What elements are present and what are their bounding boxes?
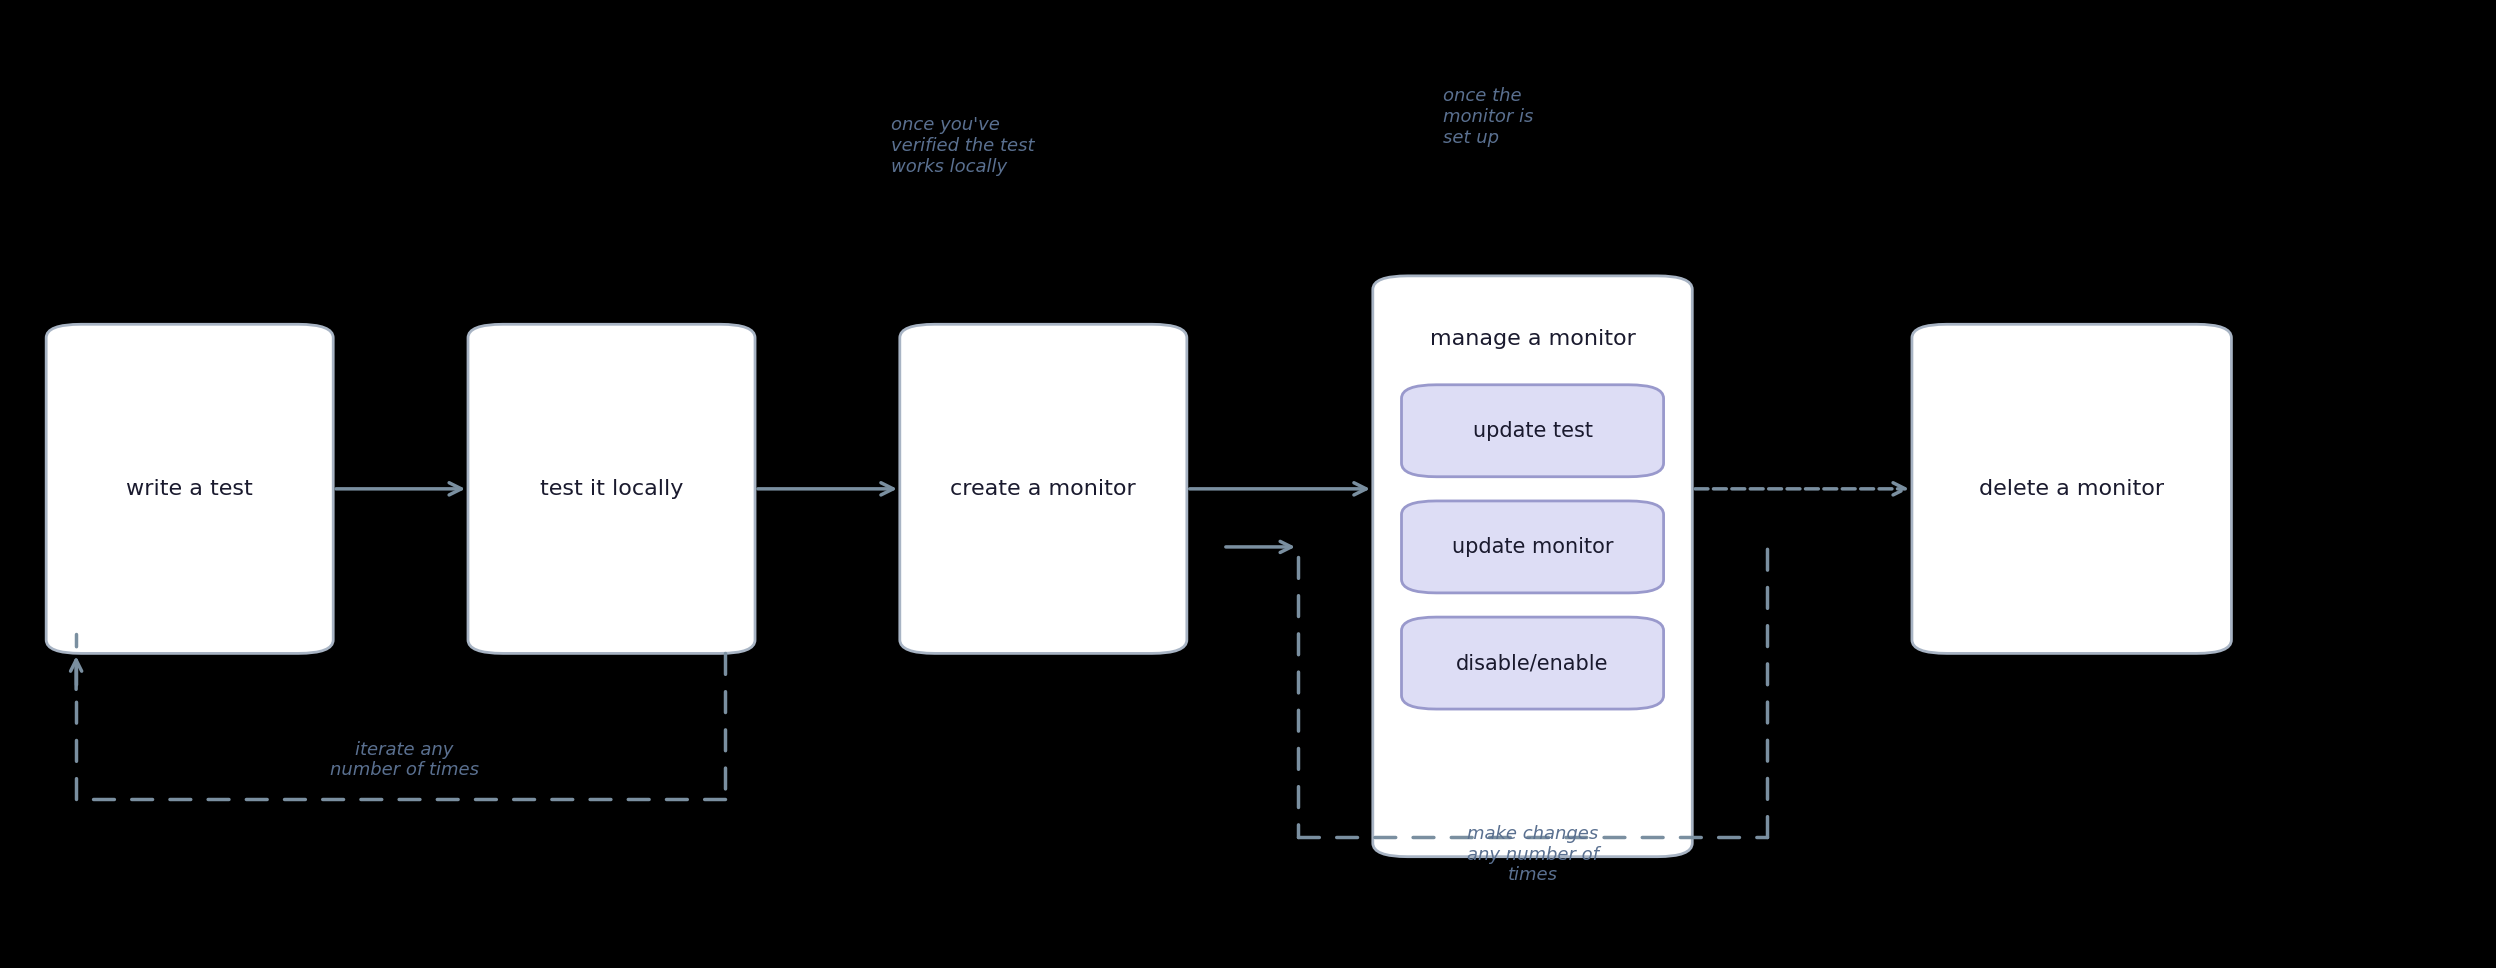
FancyBboxPatch shape xyxy=(469,324,754,653)
Text: update monitor: update monitor xyxy=(1453,537,1612,557)
FancyBboxPatch shape xyxy=(1373,276,1692,857)
Text: write a test: write a test xyxy=(127,479,252,499)
Text: delete a monitor: delete a monitor xyxy=(1979,479,2164,499)
FancyBboxPatch shape xyxy=(1400,384,1662,476)
FancyBboxPatch shape xyxy=(1400,500,1662,592)
Text: once the
monitor is
set up: once the monitor is set up xyxy=(1443,87,1533,147)
FancyBboxPatch shape xyxy=(45,324,334,653)
FancyBboxPatch shape xyxy=(1912,324,2231,653)
Text: once you've
verified the test
works locally: once you've verified the test works loca… xyxy=(891,116,1033,176)
Text: disable/enable: disable/enable xyxy=(1455,653,1610,673)
Text: update test: update test xyxy=(1473,421,1592,440)
Text: create a monitor: create a monitor xyxy=(951,479,1136,499)
Text: make changes
any number of
times: make changes any number of times xyxy=(1468,825,1597,885)
Text: test it locally: test it locally xyxy=(539,479,684,499)
FancyBboxPatch shape xyxy=(1400,618,1662,709)
FancyBboxPatch shape xyxy=(899,324,1188,653)
Text: manage a monitor: manage a monitor xyxy=(1430,329,1635,348)
Text: iterate any
number of times: iterate any number of times xyxy=(329,741,479,779)
